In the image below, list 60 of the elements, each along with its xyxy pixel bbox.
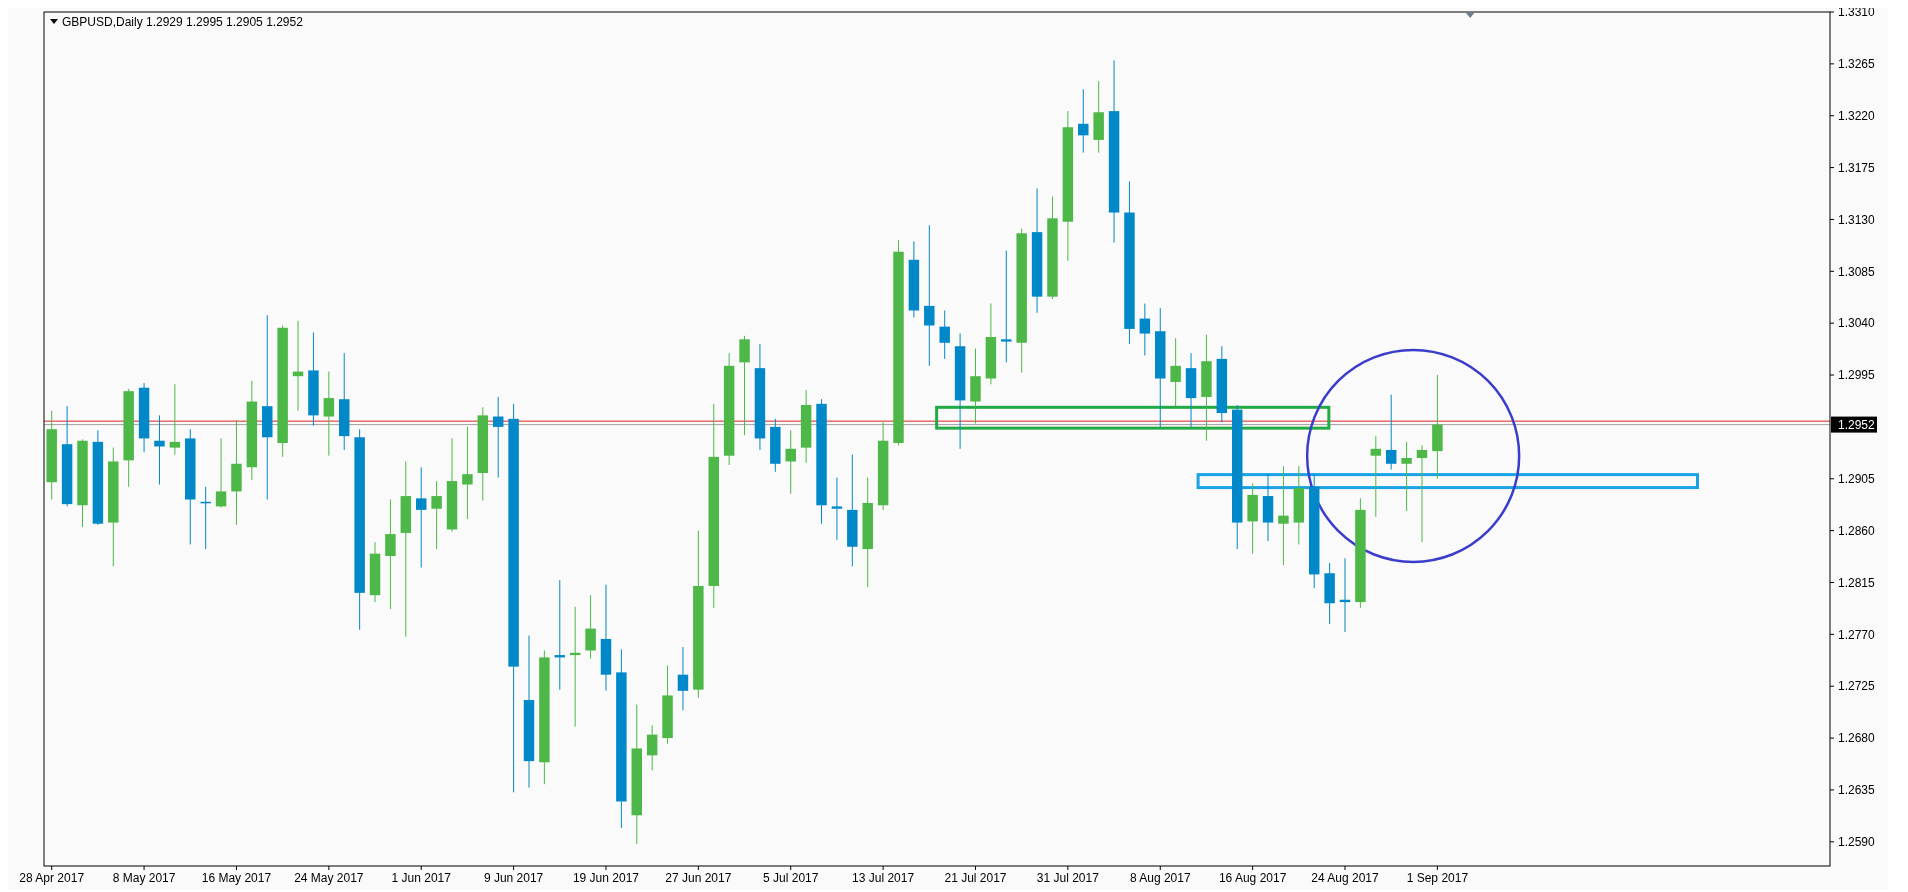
x-tick-label: 24 Aug 2017 <box>1311 871 1380 885</box>
candlestick <box>154 414 165 486</box>
x-tick-label: 5 Jul 2017 <box>763 871 819 885</box>
y-tick-label: 1.2590 <box>1838 835 1876 849</box>
candlestick <box>1001 250 1012 363</box>
candlestick <box>924 224 935 367</box>
candlestick <box>492 396 504 479</box>
y-tick-label: 1.3040 <box>1838 316 1876 331</box>
chart-title: GBPUSD,Daily 1.2929 1.2995 1.2905 1.2952 <box>62 15 304 29</box>
y-tick-label: 1.3310 <box>1838 5 1876 20</box>
candlestick <box>1416 444 1428 543</box>
y-tick-label: 1.3085 <box>1838 264 1876 279</box>
x-tick-label: 16 Aug 2017 <box>1218 871 1287 885</box>
x-tick-label: 24 May 2017 <box>294 871 364 885</box>
x-tick-label: 19 Jun 2017 <box>572 871 640 885</box>
candlestick <box>215 437 227 509</box>
y-tick-label: 1.2725 <box>1838 679 1876 694</box>
candlestick <box>1278 465 1289 566</box>
x-tick-label: 8 May 2017 <box>112 871 176 885</box>
x-tick-label: 8 Aug 2017 <box>1129 871 1191 885</box>
y-tick-label: 1.2680 <box>1838 731 1876 746</box>
x-tick-label: 1 Jun 2017 <box>391 871 452 885</box>
x-tick-label: 28 Apr 2017 <box>19 871 85 885</box>
candlestick <box>1139 303 1151 356</box>
candlestick <box>1170 337 1181 407</box>
candlestick <box>677 646 689 711</box>
candlestick <box>785 429 796 495</box>
candlestick <box>169 383 181 456</box>
candlestick <box>739 335 750 436</box>
candlestick <box>385 499 396 610</box>
x-tick-label: 31 Jul 2017 <box>1036 871 1100 885</box>
y-tick-label: 1.2860 <box>1838 523 1876 538</box>
candlestick <box>939 310 950 360</box>
candlestick <box>1401 441 1412 512</box>
y-tick-label: 1.3265 <box>1838 57 1876 72</box>
y-tick-label: 1.2770 <box>1838 627 1876 642</box>
candlestick <box>1078 88 1089 154</box>
y-tick-label: 1.3175 <box>1838 160 1876 175</box>
x-tick-label: 1 Sep 2017 <box>1406 871 1469 885</box>
y-tick-label: 1.2635 <box>1838 783 1876 798</box>
x-tick-label: 9 Jun 2017 <box>483 871 544 885</box>
candlestick <box>323 371 335 457</box>
candlestick <box>1385 394 1397 471</box>
y-tick-label: 1.2905 <box>1838 471 1876 486</box>
ref-line-label: 1.2952 <box>1838 417 1876 432</box>
x-tick-label: 13 Jul 2017 <box>852 871 915 885</box>
x-tick-label: 16 May 2017 <box>201 871 272 885</box>
y-tick-label: 1.2995 <box>1838 368 1876 383</box>
candlestick <box>415 466 427 568</box>
candlestick <box>585 594 596 660</box>
candlestick <box>462 426 473 520</box>
candlestick <box>1370 435 1382 518</box>
y-tick-label: 1.2815 <box>1838 575 1876 590</box>
candlestick <box>431 480 442 550</box>
x-tick-label: 27 Jun 2017 <box>665 871 732 885</box>
x-tick-label: 21 Jul 2017 <box>944 871 1007 885</box>
candlestick <box>831 477 843 541</box>
y-tick-label: 1.3130 <box>1838 212 1876 227</box>
candlestick <box>646 724 658 771</box>
y-tick-label: 1.3220 <box>1838 108 1876 123</box>
